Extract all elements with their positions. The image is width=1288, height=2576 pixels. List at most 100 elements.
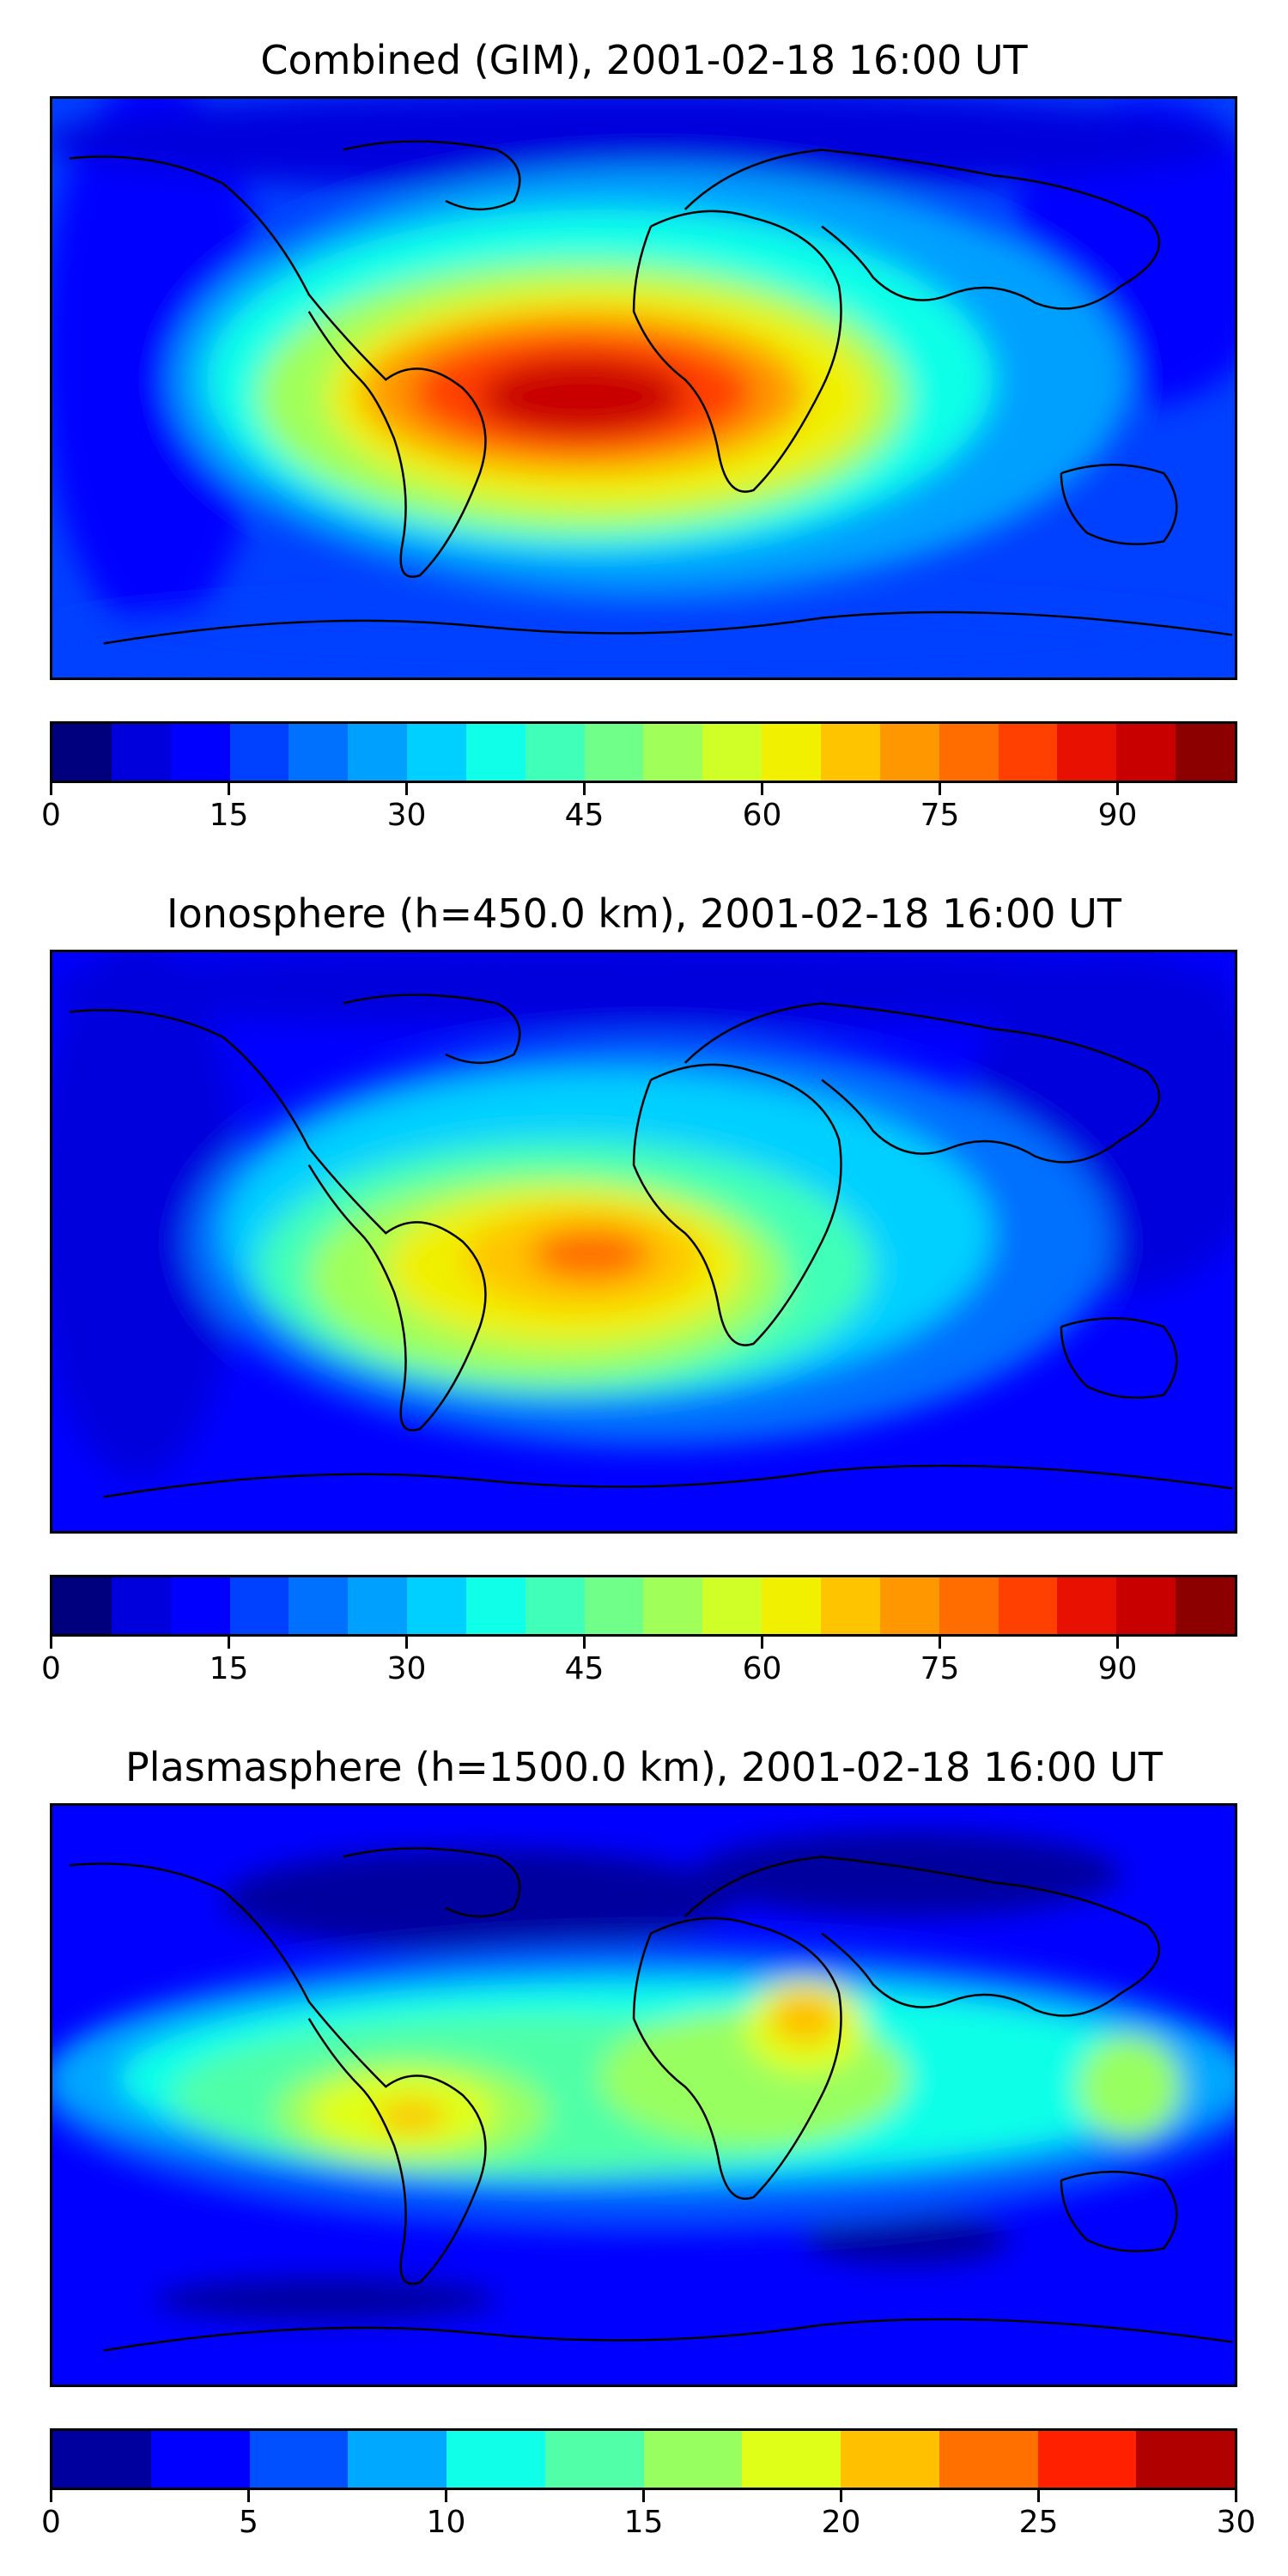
coastlines (69, 1847, 1233, 2352)
colorbar-segment (1116, 724, 1176, 781)
colorbar-tick-label: 15 (209, 1651, 249, 1686)
colorbar-segment (702, 724, 762, 781)
colorbar-tick (583, 783, 586, 795)
colorbar-segment (998, 724, 1058, 781)
colorbar-segment (525, 1577, 585, 1634)
colorbar-tick-label: 45 (564, 1651, 605, 1686)
colorbar-tick-label: 45 (564, 798, 605, 833)
colorbar-segment (820, 724, 880, 781)
colorbar-segment (1057, 724, 1117, 781)
colorbar-segment (879, 724, 939, 781)
colorbar-segment (407, 1577, 466, 1634)
colorbar-segment (584, 724, 644, 781)
colorbar-tick-label: 0 (41, 2505, 61, 2540)
colorbar-segment (879, 1577, 939, 1634)
colorbar-tick (50, 1637, 52, 1649)
colorbar-segment (643, 724, 703, 781)
colorbar-tick (50, 783, 52, 795)
colorbar-segment (348, 2431, 447, 2488)
colorbar-tick (228, 1637, 230, 1649)
colorbar-tick (761, 1637, 763, 1649)
colorbar-segment (465, 1577, 526, 1634)
colorbar-segment (249, 2431, 349, 2488)
colorbar-tick-label: 0 (41, 798, 61, 833)
colorbar-segment (544, 2431, 644, 2488)
colorbar-tick (939, 783, 941, 795)
colorbar-tick (939, 1637, 941, 1649)
colorbar-tick-label: 60 (742, 1651, 782, 1686)
colorbar-segment (447, 2431, 545, 2488)
colorbar-tick-label: 0 (41, 1651, 61, 1686)
colorbar-segment (998, 1577, 1058, 1634)
colorbar-tick (761, 783, 763, 795)
colorbar-segment (742, 2431, 841, 2488)
colorbar-tick (1037, 2490, 1040, 2502)
colorbar-tick-label: 90 (1097, 798, 1138, 833)
colorbar-segment (111, 724, 171, 781)
colorbar-segment (52, 724, 112, 781)
colorbar-plasmasphere (50, 2428, 1237, 2490)
coastlines (69, 140, 1233, 645)
colorbar-tick-label: 5 (239, 2505, 258, 2540)
colorbar-tick (405, 1637, 408, 1649)
colorbar-segment (150, 2431, 250, 2488)
colorbar-tick-label: 15 (623, 2505, 664, 2540)
colorbar-segment (289, 724, 349, 781)
tec-map-ionosphere (52, 952, 1235, 1531)
colorbar-segment (465, 724, 526, 781)
colorbar-ionosphere (50, 1575, 1237, 1637)
colorbar-tick-label: 75 (920, 798, 960, 833)
colorbar-segment (52, 1577, 112, 1634)
colorbar-segment (170, 724, 230, 781)
map-combined (50, 96, 1237, 680)
colorbar-tick (642, 2490, 645, 2502)
colorbar-tick (247, 2490, 250, 2502)
map-plasmasphere (50, 1803, 1237, 2387)
colorbar-segment (841, 2431, 939, 2488)
colorbar-segment (762, 1577, 821, 1634)
colorbar-segment (762, 724, 821, 781)
colorbar-tick (1116, 783, 1119, 795)
colorbar-segment (1176, 1577, 1235, 1634)
colorbar-tick (445, 2490, 447, 2502)
colorbar-segment (525, 724, 585, 781)
tec-map-plasmasphere (52, 1806, 1235, 2385)
colorbar-segment (643, 1577, 703, 1634)
colorbar-segment (1037, 2431, 1137, 2488)
colorbar-segment (643, 2431, 743, 2488)
colorbar-tick (228, 783, 230, 795)
colorbar-segment (289, 1577, 349, 1634)
colorbar-segment (1057, 1577, 1117, 1634)
colorbar-tick-label: 75 (920, 1651, 960, 1686)
colorbar-tick-label: 15 (209, 798, 249, 833)
colorbar-segment (52, 2431, 151, 2488)
colorbar-segment (170, 1577, 230, 1634)
colorbar-segment (229, 724, 289, 781)
colorbar-segment (407, 724, 466, 781)
colorbar-tick-label: 20 (821, 2505, 861, 2540)
map-ionosphere (50, 950, 1237, 1534)
colorbar-segment (229, 1577, 289, 1634)
colorbar-tick-label: 10 (426, 2505, 466, 2540)
colorbar-segment (939, 724, 999, 781)
colorbar-tick-label: 30 (386, 1651, 427, 1686)
colorbar-tick (840, 2490, 842, 2502)
colorbar-segment (584, 1577, 644, 1634)
colorbar-segment (939, 1577, 999, 1634)
colorbar-tick-label: 30 (1216, 2505, 1256, 2540)
panel-title-combined: Combined (GIM), 2001-02-18 16:00 UT (260, 37, 1028, 83)
colorbar-combined (50, 721, 1237, 783)
colorbar-tick-label: 90 (1097, 1651, 1138, 1686)
colorbar-segment (820, 1577, 880, 1634)
colorbar-tick (1235, 2490, 1237, 2502)
colorbar-segment (111, 1577, 171, 1634)
colorbar-segment (702, 1577, 762, 1634)
colorbar-tick (50, 2490, 52, 2502)
colorbar-tick (583, 1637, 586, 1649)
colorbar-segment (939, 2431, 1038, 2488)
colorbar-segment (1116, 1577, 1176, 1634)
colorbar-segment (1136, 2431, 1235, 2488)
coastlines (69, 993, 1233, 1498)
colorbar-tick (405, 783, 408, 795)
panel-title-ionosphere: Ionosphere (h=450.0 km), 2001-02-18 16:0… (167, 890, 1121, 937)
